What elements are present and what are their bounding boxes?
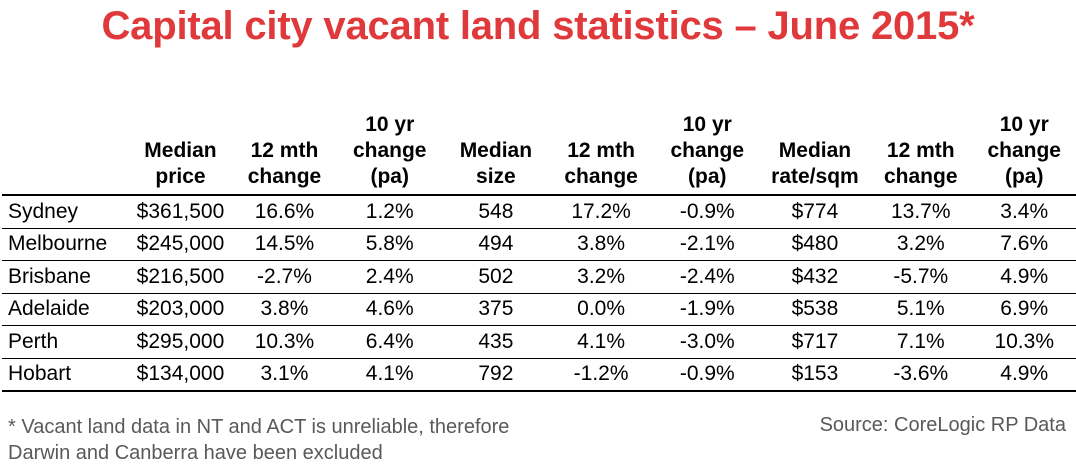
city-name-cell: Melbourne — [2, 228, 129, 261]
value-cell: 3.1% — [232, 358, 337, 392]
table-body: Sydney $361,500 16.6% 1.2% 548 17.2% -0.9% $774… — [2, 195, 1076, 392]
value-cell: 6.9% — [972, 293, 1076, 326]
value-cell: -3.6% — [869, 358, 973, 392]
chart-title: Capital city vacant land statistics – Ju… — [101, 4, 975, 48]
value-cell: 3.4% — [972, 195, 1076, 229]
value-cell: 17.2% — [548, 195, 654, 229]
value-cell: 3.2% — [869, 228, 973, 261]
value-cell: 13.7% — [869, 195, 973, 229]
value-cell: $203,000 — [128, 293, 233, 326]
value-cell: 435 — [443, 325, 549, 359]
land-statistics-table: Median price 12 mth change 10 yr change … — [2, 112, 1076, 392]
table-row: Sydney $361,500 16.6% 1.2% 548 17.2% -0.9% $774… — [2, 195, 1076, 229]
value-cell: $216,500 — [128, 260, 233, 294]
table-row: Hobart $134,000 3.1% 4.1% 792 -1.2% -0.9% $153-… — [2, 358, 1076, 392]
value-cell: 5.8% — [336, 228, 444, 261]
value-cell: $295,000 — [128, 325, 233, 359]
value-cell: 6.4% — [336, 325, 444, 359]
value-cell: 5.1% — [869, 293, 973, 326]
table-row: Brisbane $216,500 -2.7% 2.4% 502 3.2% -2.4% $43… — [2, 260, 1076, 294]
value-cell: 14.5% — [232, 228, 337, 261]
table-row: Perth $295,000 10.3% 6.4% 435 4.1% -3.0% $717 7.… — [2, 325, 1076, 359]
header-cell: Median rate/sqm — [760, 112, 870, 196]
header-cell: 10 yr change (pa) — [972, 112, 1076, 196]
city-name-cell: Adelaide — [2, 293, 129, 326]
value-cell: 4.9% — [972, 358, 1076, 392]
table-row: Adelaide $203,000 3.8% 4.6% 375 0.0% -1.9% $538… — [2, 293, 1076, 326]
value-cell: 548 — [443, 195, 549, 229]
value-cell: $538 — [760, 293, 870, 326]
city-name-cell: Perth — [2, 325, 129, 359]
value-cell: 4.9% — [972, 260, 1076, 294]
header-cell: Median size — [443, 112, 549, 196]
value-cell: 7.1% — [869, 325, 973, 359]
value-cell: -1.9% — [653, 293, 761, 326]
header-cell: 12 mth change — [548, 112, 654, 196]
value-cell: 10.3% — [972, 325, 1076, 359]
value-cell: -5.7% — [869, 260, 973, 294]
city-name-cell: Sydney — [2, 195, 129, 229]
value-cell: -2.4% — [653, 260, 761, 294]
value-cell: 0.0% — [548, 293, 654, 326]
value-cell: -0.9% — [653, 195, 761, 229]
value-cell: -2.1% — [653, 228, 761, 261]
value-cell: -0.9% — [653, 358, 761, 392]
header-cell: 10 yr change (pa) — [336, 112, 444, 196]
value-cell: 792 — [443, 358, 549, 392]
value-cell: 375 — [443, 293, 549, 326]
header-cell: Median price — [128, 112, 233, 196]
value-cell: $134,000 — [128, 358, 233, 392]
header-cell: 12 mth change — [869, 112, 973, 196]
value-cell: 7.6% — [972, 228, 1076, 261]
value-cell: 494 — [443, 228, 549, 261]
header-row: Median price 12 mth change 10 yr change … — [2, 112, 1076, 196]
header-cell: 12 mth change — [232, 112, 337, 196]
value-cell: 4.1% — [336, 358, 444, 392]
value-cell: 3.2% — [548, 260, 654, 294]
value-cell: 2.4% — [336, 260, 444, 294]
table-row: Melbourne $245,000 14.5% 5.8% 494 3.8% -2.1% $4… — [2, 228, 1076, 261]
value-cell: -3.0% — [653, 325, 761, 359]
value-cell: $153 — [760, 358, 870, 392]
value-cell: $774 — [760, 195, 870, 229]
footnote: * Vacant land data in NT and ACT is unre… — [8, 416, 510, 464]
value-cell: -2.7% — [232, 260, 337, 294]
header-cell: 10 yr change (pa) — [653, 112, 761, 196]
value-cell: 4.6% — [336, 293, 444, 326]
value-cell: 1.2% — [336, 195, 444, 229]
city-name-cell: Brisbane — [2, 260, 129, 294]
value-cell: 3.8% — [232, 293, 337, 326]
header-cell — [2, 112, 129, 196]
value-cell: 3.8% — [548, 228, 654, 261]
source-note: Source: CoreLogic RP Data — [819, 414, 1066, 436]
value-cell: $361,500 — [128, 195, 233, 229]
value-cell: $432 — [760, 260, 870, 294]
value-cell: $717 — [760, 325, 870, 359]
value-cell: 10.3% — [232, 325, 337, 359]
value-cell: 16.6% — [232, 195, 337, 229]
value-cell: $245,000 — [128, 228, 233, 261]
value-cell: 4.1% — [548, 325, 654, 359]
value-cell: 502 — [443, 260, 549, 294]
value-cell: -1.2% — [548, 358, 654, 392]
city-name-cell: Hobart — [2, 358, 129, 392]
value-cell: $480 — [760, 228, 870, 261]
